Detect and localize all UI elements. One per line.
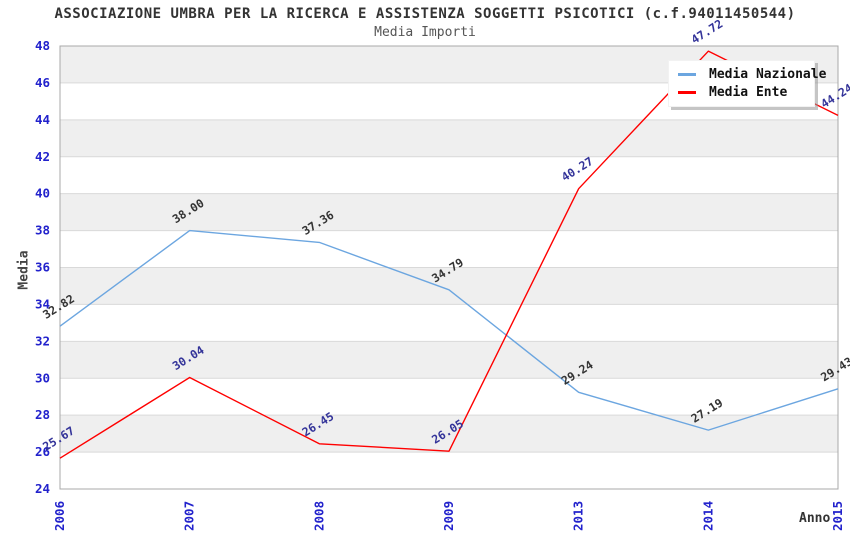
y-tick-label: 44 — [35, 112, 50, 127]
x-tick-label: 2008 — [311, 501, 326, 531]
y-tick-label: 24 — [35, 481, 50, 496]
x-tick-label: 2006 — [52, 501, 67, 531]
grid-band — [60, 267, 838, 305]
grid-band — [60, 415, 838, 453]
grid-band — [60, 119, 838, 157]
grid-band — [60, 156, 838, 194]
y-tick-label: 34 — [35, 296, 50, 311]
y-tick-label: 26 — [35, 444, 50, 459]
grid-band — [60, 452, 838, 489]
y-tick-label: 46 — [35, 75, 50, 90]
media-ente-line-swatch-icon — [678, 90, 696, 94]
y-tick-label: 30 — [35, 370, 50, 385]
chart-title: ASSOCIAZIONE UMBRA PER LA RICERCA E ASSI… — [54, 6, 796, 22]
grid-band — [60, 341, 838, 379]
legend-item-media-nazionale: Media Nazionale — [669, 65, 826, 83]
y-tick-label: 38 — [35, 223, 50, 238]
y-tick-label: 48 — [35, 38, 50, 53]
grid-band — [60, 193, 838, 231]
x-axis-title: Anno — [799, 511, 831, 526]
x-tick-label: 2007 — [182, 501, 197, 531]
grid-band — [60, 230, 838, 268]
series-line-media-ente — [59, 50, 839, 459]
x-tick-label: 2015 — [830, 501, 845, 531]
y-axis-title: Media — [16, 250, 32, 290]
legend-label-media-ente: Media Ente — [709, 84, 788, 100]
x-tick-label: 2013 — [571, 501, 586, 531]
chart-subtitle: Media Importi — [374, 25, 476, 40]
legend-label-media-nazionale: Media Nazionale — [709, 66, 827, 82]
grid-band — [60, 378, 838, 416]
grid-band — [60, 304, 838, 342]
x-tick-label: 2014 — [700, 501, 715, 531]
y-tick-label: 40 — [35, 186, 50, 201]
legend-item-media-ente: Media Ente — [669, 83, 814, 101]
media-nazionale-line-swatch-icon — [678, 72, 696, 76]
x-tick-label: 2009 — [441, 501, 456, 531]
y-tick-label: 36 — [35, 260, 50, 275]
y-tick-label: 32 — [35, 333, 50, 348]
plot-border — [59, 45, 839, 490]
y-tick-label: 28 — [35, 407, 50, 422]
y-tick-label: 42 — [35, 149, 50, 164]
legend: Media Nazionale Media Ente — [668, 60, 826, 107]
series-line-media-nazionale — [59, 229, 839, 431]
